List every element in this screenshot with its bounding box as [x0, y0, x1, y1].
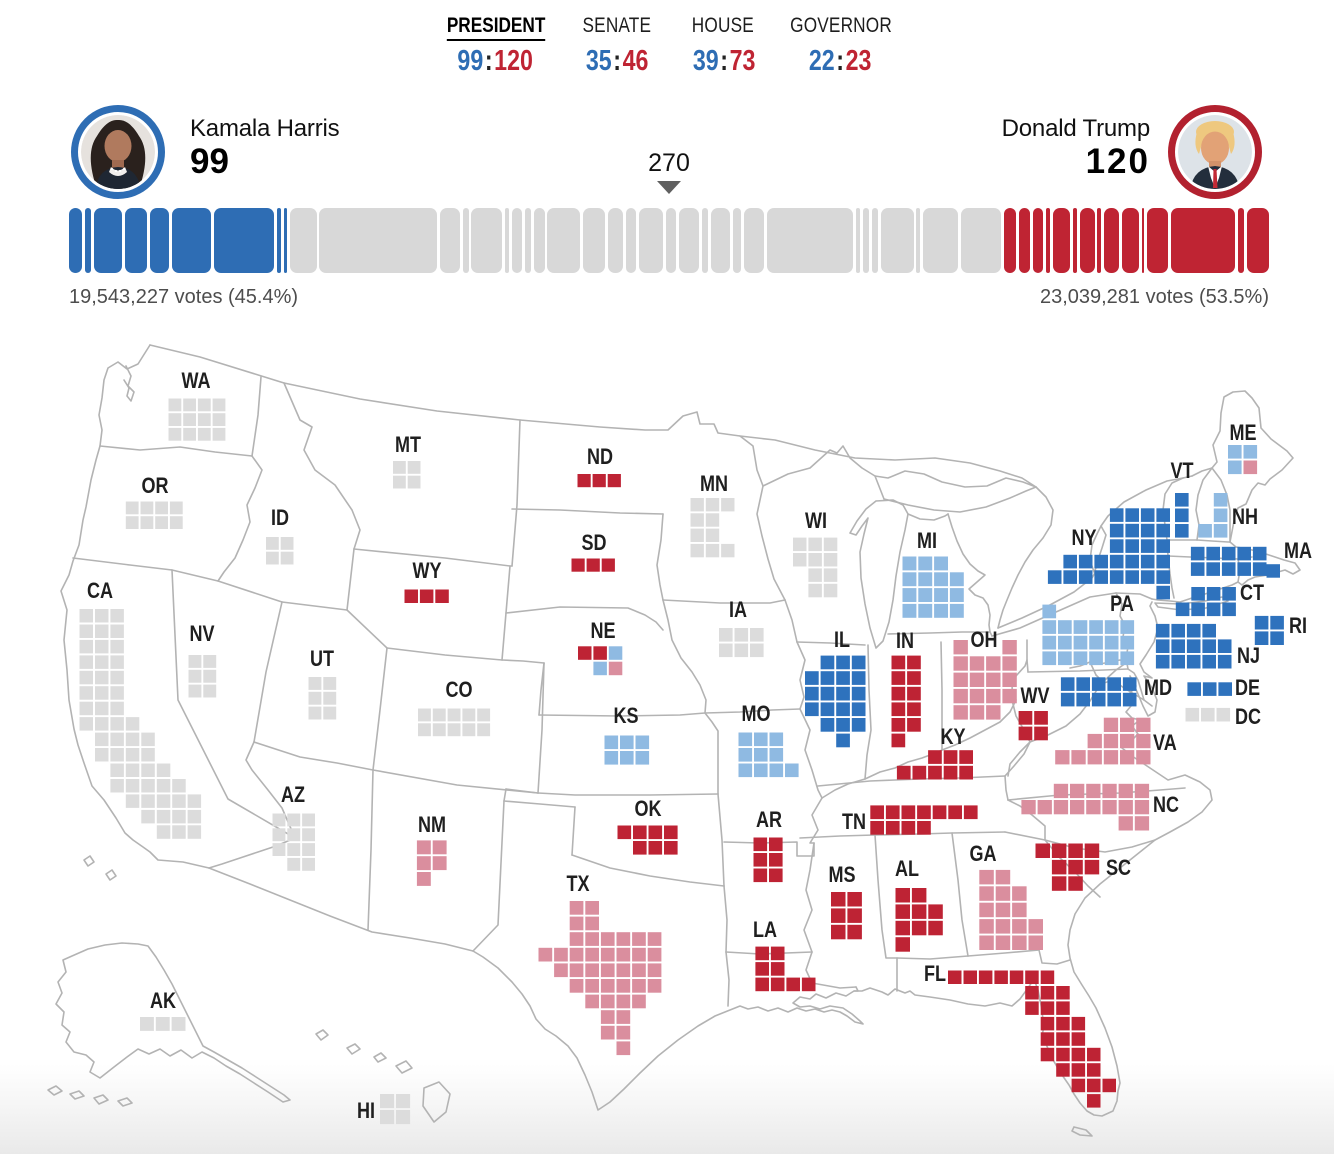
svg-text:OH: OH — [970, 628, 997, 652]
svg-text:VT: VT — [1170, 459, 1194, 483]
svg-text:HI: HI — [357, 1099, 375, 1123]
svg-text:MS: MS — [828, 863, 855, 887]
svg-text:RI: RI — [1289, 614, 1307, 638]
svg-text:IN: IN — [896, 629, 914, 653]
svg-text:IA: IA — [729, 598, 747, 622]
svg-text:CO: CO — [445, 678, 472, 702]
svg-text:DC: DC — [1235, 705, 1261, 729]
svg-text:TX: TX — [566, 872, 590, 896]
svg-text:MA: MA — [1284, 539, 1312, 563]
svg-text:AK: AK — [150, 989, 176, 1013]
svg-text:AL: AL — [895, 857, 919, 881]
svg-text:WA: WA — [181, 369, 210, 393]
svg-text:NV: NV — [189, 622, 215, 646]
svg-text:NC: NC — [1153, 793, 1179, 817]
svg-text:UT: UT — [310, 647, 335, 671]
svg-text:FL: FL — [924, 962, 946, 986]
svg-text:MO: MO — [741, 702, 770, 726]
svg-text:GA: GA — [969, 842, 996, 866]
svg-text:AZ: AZ — [281, 783, 305, 807]
svg-text:LA: LA — [753, 918, 777, 942]
svg-text:ID: ID — [271, 506, 289, 530]
svg-text:MI: MI — [917, 529, 937, 553]
svg-text:KS: KS — [613, 704, 638, 728]
svg-text:NY: NY — [1071, 526, 1097, 550]
svg-text:TN: TN — [842, 810, 866, 834]
svg-text:SC: SC — [1106, 856, 1131, 880]
svg-text:IL: IL — [834, 628, 850, 652]
svg-text:NM: NM — [418, 813, 446, 837]
svg-text:DE: DE — [1235, 676, 1260, 700]
svg-text:NE: NE — [590, 619, 615, 643]
svg-text:MN: MN — [700, 472, 728, 496]
svg-text:OK: OK — [634, 797, 661, 821]
svg-text:NH: NH — [1232, 505, 1258, 529]
svg-text:NJ: NJ — [1237, 644, 1260, 668]
svg-text:MD: MD — [1144, 676, 1172, 700]
svg-text:CT: CT — [1240, 581, 1265, 605]
svg-text:WI: WI — [805, 509, 827, 533]
svg-text:WY: WY — [412, 559, 442, 583]
svg-text:WV: WV — [1020, 684, 1050, 708]
svg-text:MT: MT — [395, 433, 422, 457]
svg-text:ND: ND — [587, 445, 613, 469]
svg-text:OR: OR — [141, 474, 168, 498]
svg-text:CA: CA — [87, 579, 113, 603]
svg-text:VA: VA — [1153, 731, 1177, 755]
svg-text:AR: AR — [756, 808, 782, 832]
svg-text:PA: PA — [1110, 592, 1134, 616]
svg-text:ME: ME — [1229, 421, 1256, 445]
svg-text:SD: SD — [581, 531, 606, 555]
svg-text:KY: KY — [940, 725, 966, 749]
